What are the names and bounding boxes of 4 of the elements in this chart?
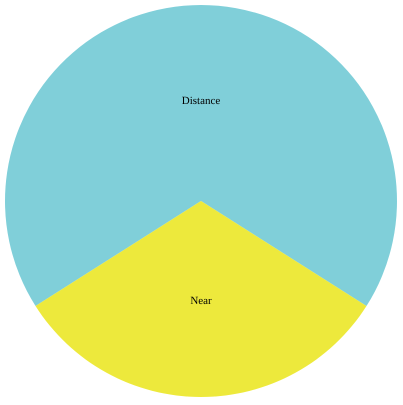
slice-label: Distance (182, 95, 220, 107)
pie-slice (5, 5, 397, 306)
slice-label: Near (190, 295, 212, 307)
pie-slice (36, 201, 366, 397)
